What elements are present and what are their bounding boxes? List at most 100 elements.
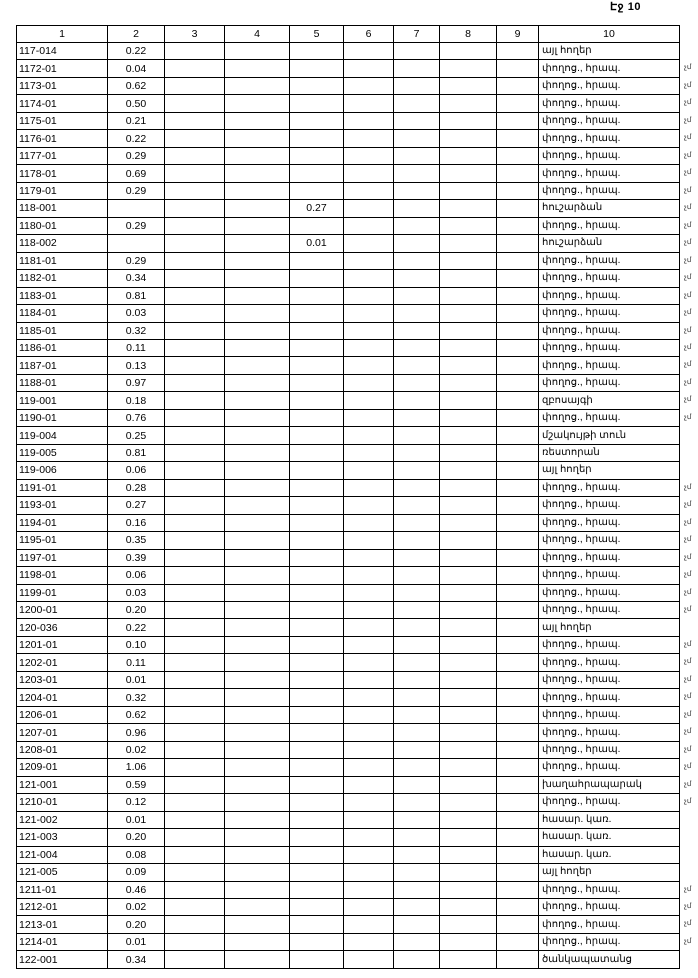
table-row: 121-002 0.01 հասար. կառ. <box>16 810 680 830</box>
empty-cell <box>439 548 497 568</box>
cell-c5 <box>289 216 344 236</box>
cell-c5: 0.01 <box>289 234 344 253</box>
table-row: 121-005 0.09 այլ հողեր <box>16 863 680 882</box>
cell-c5 <box>289 76 344 96</box>
empty-cell <box>224 566 290 585</box>
cell-c2: 0.10 <box>107 635 165 655</box>
cell-c10: փողոց., հրապ. <box>538 356 680 375</box>
cell-c1: 1206-01 <box>16 705 108 725</box>
empty-cell <box>393 94 440 113</box>
empty-cell <box>393 181 440 201</box>
cell-c5 <box>289 338 344 358</box>
empty-cell <box>393 705 440 725</box>
empty-cell <box>343 740 394 760</box>
empty-cell <box>393 793 440 812</box>
empty-cell <box>164 566 225 585</box>
table-row: 118-001 0.27 հուշարձան <box>16 199 680 218</box>
cell-c10: այլ հողեր <box>538 41 680 61</box>
empty-cell <box>164 705 225 725</box>
empty-cell <box>393 76 440 96</box>
empty-cell <box>343 129 394 148</box>
empty-cell <box>439 653 497 672</box>
table-row: 1181-01 0.29 փողոց., հրապ. <box>16 251 680 271</box>
cell-c5 <box>289 408 344 428</box>
empty-cell <box>439 828 497 847</box>
empty-cell <box>224 513 290 533</box>
cell-c1: 1211-01 <box>16 880 108 899</box>
cell-c1: 1208-01 <box>16 740 108 760</box>
empty-cell <box>393 338 440 358</box>
cell-c1: 119-004 <box>16 426 108 445</box>
empty-cell <box>393 373 440 393</box>
table-row: 118-002 0.01 հուշարձան <box>16 234 680 253</box>
cell-c10: փողոց., հրապ. <box>538 94 680 113</box>
empty-cell <box>393 723 440 742</box>
empty-cell <box>393 478 440 498</box>
empty-cell <box>393 356 440 375</box>
cell-c2: 0.04 <box>107 59 165 78</box>
empty-cell <box>439 164 497 183</box>
empty-cell <box>496 356 539 375</box>
empty-cell <box>439 688 497 707</box>
empty-cell <box>164 408 225 428</box>
empty-cell <box>164 513 225 533</box>
empty-cell <box>343 478 394 498</box>
cell-c5 <box>289 758 344 777</box>
cell-c5 <box>289 164 344 183</box>
cell-c1: 1187-01 <box>16 356 108 375</box>
empty-cell <box>439 723 497 742</box>
column-header: 3 <box>164 25 225 43</box>
cell-c2: 0.34 <box>107 269 165 288</box>
cell-c5 <box>289 583 344 603</box>
empty-cell <box>496 496 539 515</box>
empty-cell <box>164 635 225 655</box>
table-row: 117-014 0.22 այլ հողեր <box>16 41 680 61</box>
margin-mark: չմ <box>684 745 692 753</box>
cell-c2: 0.81 <box>107 286 165 306</box>
table-row: 1187-01 0.13 փողոց., հրապ. <box>16 356 680 375</box>
empty-cell <box>393 129 440 148</box>
empty-cell <box>343 234 394 253</box>
empty-cell <box>343 548 394 568</box>
cell-c5 <box>289 496 344 515</box>
table-row: 1201-01 0.10 փողոց., հրապ. <box>16 635 680 655</box>
cell-c5 <box>289 531 344 550</box>
empty-cell <box>496 635 539 655</box>
cell-c10: փողոց., հրապ. <box>538 653 680 672</box>
column-header: 8 <box>439 25 497 43</box>
column-header: 4 <box>224 25 290 43</box>
empty-cell <box>439 932 497 952</box>
empty-cell <box>496 583 539 603</box>
cell-c2: 0.20 <box>107 915 165 934</box>
empty-cell <box>164 304 225 323</box>
cell-c5 <box>289 880 344 899</box>
cell-c1: 1201-01 <box>16 635 108 655</box>
cell-c5 <box>289 688 344 707</box>
empty-cell <box>164 915 225 934</box>
empty-cell <box>496 41 539 61</box>
cell-c10: հուշարձան <box>538 199 680 218</box>
empty-cell <box>164 688 225 707</box>
empty-cell <box>224 269 290 288</box>
empty-cell <box>343 286 394 306</box>
empty-cell <box>164 793 225 812</box>
margin-mark: չմ <box>684 640 692 648</box>
column-header: 10 <box>538 25 680 43</box>
cell-c10: փողոց., հրապ. <box>538 793 680 812</box>
empty-cell <box>164 234 225 253</box>
empty-cell <box>224 950 290 969</box>
empty-cell <box>164 356 225 375</box>
margin-mark: չմ <box>684 588 692 596</box>
cell-c10: փողոց., հրապ. <box>538 600 680 620</box>
cell-c2: 0.11 <box>107 338 165 358</box>
cell-c1: 1200-01 <box>16 600 108 620</box>
empty-cell <box>164 146 225 166</box>
margin-mark: չմ <box>684 378 692 386</box>
empty-cell <box>164 740 225 760</box>
empty-cell <box>439 740 497 760</box>
cell-c5 <box>289 810 344 830</box>
empty-cell <box>496 566 539 585</box>
margin-mark: չմ <box>684 483 692 491</box>
empty-cell <box>439 897 497 917</box>
empty-cell <box>343 76 394 96</box>
